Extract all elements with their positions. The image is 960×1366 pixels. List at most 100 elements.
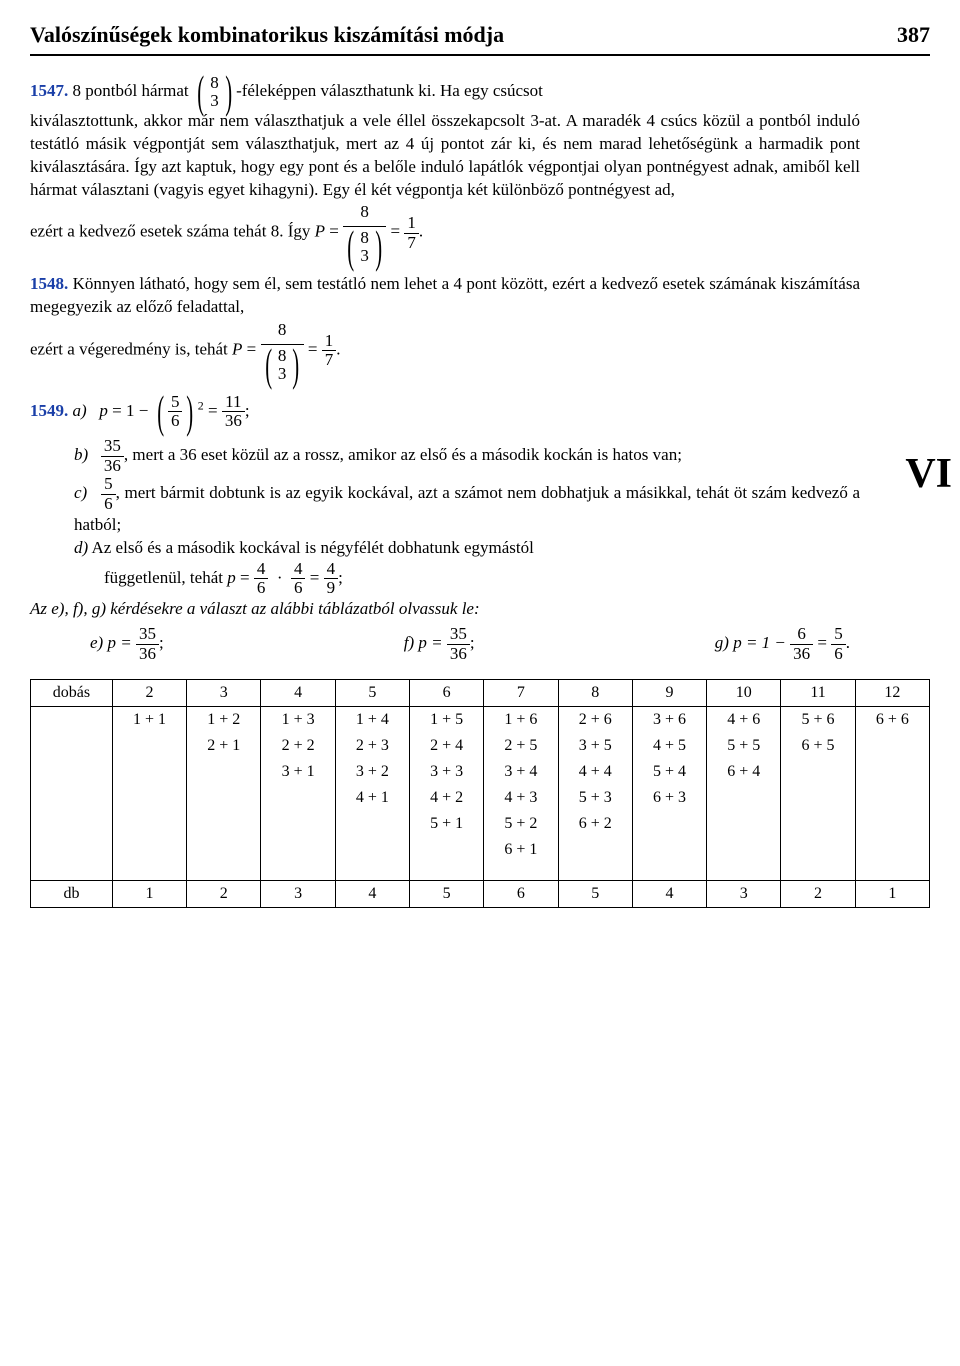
combo-value: 4 + 5	[637, 737, 702, 755]
numerator: 1	[404, 214, 419, 234]
combo-value: 3 + 4	[488, 763, 553, 781]
problem-1549-efg: e) p = 3536; f) p = 3536; g) p = 1 − 636…	[30, 621, 860, 671]
eq: =	[310, 568, 324, 587]
table-cell: 1 + 22 + 1	[187, 707, 261, 881]
combo-value: 1 + 6	[488, 711, 553, 729]
table-cell: 1	[855, 881, 929, 908]
eq: =	[325, 222, 343, 241]
text: -féleképpen választhatunk ki. Ha egy csú…	[236, 81, 543, 100]
paren-right-icon: )	[225, 78, 232, 106]
problem-1549-efg-intro: Az e), f), g) kérdésekre a választ az al…	[30, 598, 860, 621]
combo-value: 2 + 3	[340, 737, 405, 755]
table-cell: 5	[558, 881, 632, 908]
paren-right-icon: )	[187, 398, 194, 426]
header-title: Valószínűségek kombinatorikus kiszámítás…	[30, 22, 504, 48]
table-cell: 10	[707, 680, 781, 707]
combo-value: 5 + 4	[637, 763, 702, 781]
table-cell: 11	[781, 680, 855, 707]
problem-1547-result: ezért a kedvező esetek száma tehát 8. Íg…	[30, 201, 860, 265]
combo-value: 5 + 1	[414, 815, 479, 833]
row-label	[31, 707, 113, 881]
combo-value: 3 + 3	[414, 763, 479, 781]
dice-sum-table: dobás 2 3 4 5 6 7 8 9 10 11 12 1 + 1 1 +…	[30, 679, 930, 908]
combo-value: 5 + 3	[563, 789, 628, 807]
eq: =	[236, 568, 254, 587]
semicolon: ;	[245, 401, 250, 420]
combo-value: 1 + 3	[265, 711, 330, 729]
problem-1549-a: 1549. a) p = 1 − ( 56 ) 2 = 1136;	[30, 393, 860, 431]
denominator: 7	[404, 234, 419, 253]
combo-value: 1 + 4	[340, 711, 405, 729]
table-cell: 4 + 65 + 56 + 4	[707, 707, 781, 881]
text: Az e), f), g) kérdésekre a választ az al…	[30, 599, 480, 618]
table-cell: 9	[632, 680, 706, 707]
combo-value: 6 + 5	[785, 737, 850, 755]
text: Az első és a második kockával is négyfél…	[88, 538, 534, 557]
binom-bot: 3	[210, 91, 219, 110]
combo-value: 3 + 1	[265, 763, 330, 781]
fraction: 8 ( 83 )	[343, 201, 386, 265]
dot: .	[336, 340, 340, 359]
table-cell: 4	[632, 881, 706, 908]
table-cell: 12	[855, 680, 929, 707]
table-cell: 7	[484, 680, 558, 707]
table-cell: 2	[187, 881, 261, 908]
paren-right-icon: )	[293, 351, 300, 379]
label-c: c)	[74, 483, 87, 502]
table-cell: 1 + 52 + 43 + 34 + 25 + 1	[410, 707, 484, 881]
text: ezért a kedvező esetek száma tehát 8. Íg…	[30, 222, 315, 241]
answer-f: f) p = 3536;	[404, 625, 475, 663]
combo-value: 4 + 6	[711, 711, 776, 729]
problem-number: 1549.	[30, 401, 68, 420]
var-P: P	[232, 340, 242, 359]
problem-1549-b: b) 3536, mert a 36 eset közül az a rossz…	[30, 437, 860, 475]
combo-value: 5 + 5	[711, 737, 776, 755]
problem-1547: 1547. 8 pontból hármat ( 83 ) -féleképpe…	[30, 74, 860, 110]
denominator: ( 83 )	[343, 227, 386, 265]
combo-value: 1 + 5	[414, 711, 479, 729]
text: , mert bármit dobtunk is az egyik kockáv…	[74, 483, 860, 533]
text: függetlenül, tehát	[104, 568, 227, 587]
table-cell: 1 + 42 + 33 + 24 + 1	[335, 707, 409, 881]
row-label: db	[31, 881, 113, 908]
combo-value: 6 + 2	[563, 815, 628, 833]
eq: =	[242, 340, 260, 359]
denominator: 7	[322, 351, 337, 370]
paren-left-icon: (	[197, 78, 204, 106]
fraction: 8 ( 83 )	[261, 319, 304, 383]
problem-1549-d: d) Az első és a második kockával is négy…	[30, 537, 860, 560]
combo-value: 6 + 3	[637, 789, 702, 807]
combo-value: 3 + 6	[637, 711, 702, 729]
combo-value: 2 + 5	[488, 737, 553, 755]
table-cell: 5	[410, 881, 484, 908]
text: ezért a végeredmény is, tehát	[30, 340, 232, 359]
combo-value: 3 + 5	[563, 737, 628, 755]
table-cell: 1 + 1	[112, 707, 186, 881]
numerator: 1	[322, 332, 337, 352]
answer-g: g) p = 1 − 636 = 56.	[715, 625, 850, 663]
eq: = 1 −	[108, 401, 153, 420]
page-number: 387	[897, 22, 930, 48]
table-cell: 5 + 66 + 5	[781, 707, 855, 881]
fraction: 1 7	[322, 332, 337, 370]
answer-e: e) p = 3536;	[90, 625, 164, 663]
problem-1547-body: kiválasztottunk, akkor már nem választha…	[30, 110, 860, 202]
combo-value: 6 + 1	[488, 841, 553, 859]
table-cell: 3	[261, 881, 335, 908]
table-cell: 2	[112, 680, 186, 707]
eq: =	[391, 222, 405, 241]
problem-1548-result: ezért a végeredmény is, tehát P = 8 ( 83…	[30, 319, 860, 383]
combo-value: 5 + 2	[488, 815, 553, 833]
label-d: d)	[74, 538, 88, 557]
table-cell: 4	[335, 881, 409, 908]
table-row-header: dobás 2 3 4 5 6 7 8 9 10 11 12	[31, 680, 930, 707]
binom-top: 8	[210, 73, 219, 92]
paren-left-icon: (	[347, 233, 354, 261]
table-cell: 5	[335, 680, 409, 707]
combo-value: 1 + 2	[191, 711, 256, 729]
page: Valószínűségek kombinatorikus kiszámítás…	[0, 0, 960, 938]
table-row-combos: 1 + 1 1 + 22 + 1 1 + 32 + 23 + 1 1 + 42 …	[31, 707, 930, 881]
var-P: P	[315, 222, 325, 241]
row-label: dobás	[31, 680, 113, 707]
combo-value: 3 + 2	[340, 763, 405, 781]
